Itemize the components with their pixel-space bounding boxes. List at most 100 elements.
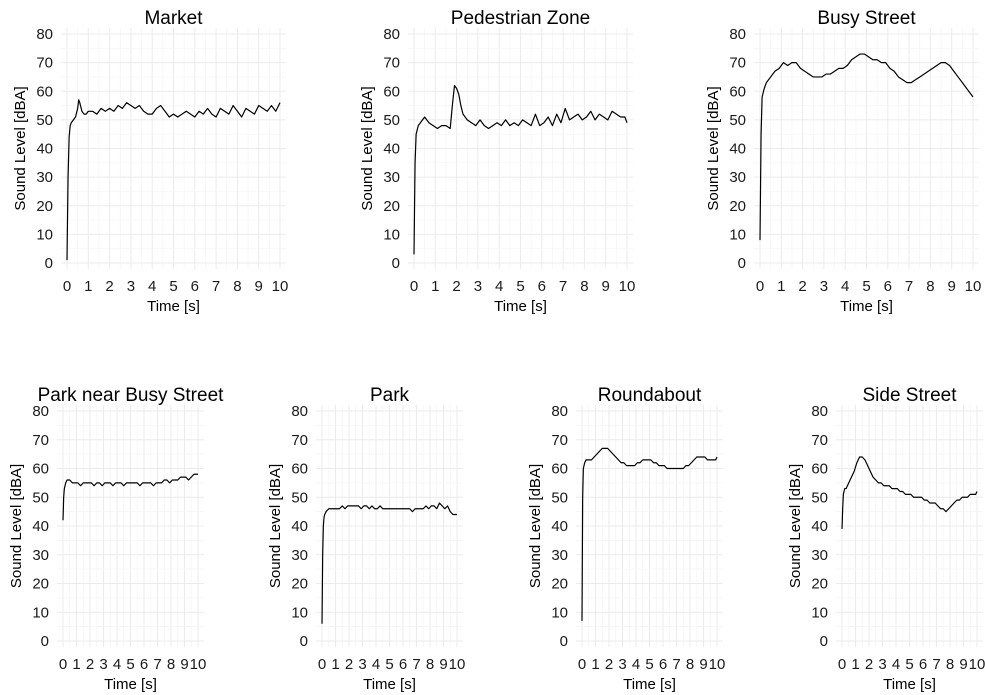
y-tick-label: 70 bbox=[32, 432, 49, 449]
x-tick-label: 10 bbox=[965, 278, 982, 295]
x-tick-label: 0 bbox=[59, 656, 67, 673]
chart-title: Roundabout bbox=[598, 385, 702, 406]
x-tick-label: 0 bbox=[756, 278, 764, 295]
x-tick-label: 5 bbox=[862, 278, 870, 295]
x-axis-label: Time [s] bbox=[883, 676, 936, 693]
x-tick-label: 6 bbox=[884, 278, 892, 295]
x-tick-label: 1 bbox=[72, 656, 80, 673]
y-tick-label: 20 bbox=[811, 576, 828, 593]
y-tick-label: 40 bbox=[36, 141, 53, 158]
y-tick-label: 20 bbox=[32, 576, 49, 593]
y-tick-label: 40 bbox=[811, 518, 828, 535]
chart-title: Busy Street bbox=[817, 8, 916, 29]
x-tick-label: 0 bbox=[410, 278, 418, 295]
y-axis-label: Sound Level [dBA] bbox=[267, 464, 284, 588]
series-line-0 bbox=[66, 99, 281, 261]
y-tick-label: 50 bbox=[32, 489, 49, 506]
y-tick-label: 10 bbox=[32, 604, 49, 621]
y-tick-label: 70 bbox=[383, 55, 400, 72]
chart-title: Pedestrian Zone bbox=[451, 8, 590, 29]
y-tick-label: 80 bbox=[551, 403, 568, 420]
x-tick-label: 8 bbox=[167, 656, 175, 673]
gridlines bbox=[316, 405, 463, 647]
x-tick-label: 5 bbox=[645, 656, 653, 673]
x-tick-label: 4 bbox=[495, 278, 503, 295]
x-tick-label: 7 bbox=[153, 656, 161, 673]
x-tick-label: 4 bbox=[632, 656, 640, 673]
x-tick-label: 3 bbox=[127, 278, 135, 295]
x-tick-label: 7 bbox=[212, 278, 220, 295]
x-tick-label: 4 bbox=[372, 656, 380, 673]
x-tick-label: 3 bbox=[618, 656, 626, 673]
x-tick-label: 9 bbox=[948, 278, 956, 295]
x-axis-label: Time [s] bbox=[104, 676, 157, 693]
x-tick-label: 4 bbox=[113, 656, 121, 673]
y-axis-label: Sound Level [dBA] bbox=[8, 464, 25, 588]
y-axis-label: Sound Level [dBA] bbox=[787, 464, 804, 588]
y-tick-label: 20 bbox=[291, 576, 308, 593]
y-tick-label: 50 bbox=[551, 489, 568, 506]
y-tick-label: 60 bbox=[551, 461, 568, 478]
x-tick-label: 3 bbox=[99, 656, 107, 673]
y-tick-label: 70 bbox=[551, 432, 568, 449]
y-tick-label: 10 bbox=[811, 604, 828, 621]
x-tick-label: 9 bbox=[699, 656, 707, 673]
x-tick-label: 7 bbox=[932, 656, 940, 673]
x-axis-label: Time [s] bbox=[147, 298, 200, 315]
x-tick-label: 5 bbox=[516, 278, 524, 295]
y-tick-label: 50 bbox=[36, 112, 53, 129]
x-tick-label: 4 bbox=[148, 278, 156, 295]
y-tick-label: 70 bbox=[36, 55, 53, 72]
gridlines bbox=[408, 28, 633, 269]
x-tick-label: 9 bbox=[959, 656, 967, 673]
x-tick-label: 7 bbox=[672, 656, 680, 673]
x-tick-label: 9 bbox=[602, 278, 610, 295]
x-tick-label: 3 bbox=[358, 656, 366, 673]
x-tick-label: 3 bbox=[820, 278, 828, 295]
x-tick-label: 0 bbox=[63, 278, 71, 295]
y-tick-label: 10 bbox=[383, 226, 400, 243]
y-tick-label: 70 bbox=[729, 55, 746, 72]
y-tick-label: 60 bbox=[383, 83, 400, 100]
x-tick-label: 0 bbox=[578, 656, 586, 673]
x-tick-label: 6 bbox=[399, 656, 407, 673]
x-tick-label: 6 bbox=[191, 278, 199, 295]
series-line-0 bbox=[62, 473, 198, 521]
y-tick-label: 80 bbox=[729, 26, 746, 43]
x-tick-label: 2 bbox=[452, 278, 460, 295]
x-tick-label: 0 bbox=[318, 656, 326, 673]
gridlines bbox=[754, 28, 979, 269]
x-tick-label: 7 bbox=[905, 278, 913, 295]
x-tick-label: 6 bbox=[659, 656, 667, 673]
y-tick-label: 70 bbox=[811, 432, 828, 449]
x-tick-label: 0 bbox=[838, 656, 846, 673]
chart-title: Market bbox=[144, 8, 203, 29]
y-tick-label: 60 bbox=[32, 461, 49, 478]
chart-title: Park near Busy Street bbox=[38, 385, 225, 406]
y-tick-label: 30 bbox=[811, 547, 828, 564]
x-tick-label: 5 bbox=[169, 278, 177, 295]
y-tick-label: 10 bbox=[729, 226, 746, 243]
chart-title: Park bbox=[370, 385, 410, 406]
x-tick-label: 10 bbox=[190, 656, 207, 673]
x-tick-label: 6 bbox=[538, 278, 546, 295]
gridlines bbox=[576, 405, 723, 647]
series-line-0 bbox=[581, 447, 718, 621]
series-line-0 bbox=[841, 456, 978, 529]
x-tick-label: 5 bbox=[385, 656, 393, 673]
y-tick-label: 40 bbox=[291, 518, 308, 535]
x-tick-label: 10 bbox=[272, 278, 289, 295]
y-tick-label: 50 bbox=[811, 489, 828, 506]
y-tick-label: 50 bbox=[729, 112, 746, 129]
x-tick-label: 3 bbox=[878, 656, 886, 673]
y-tick-label: 80 bbox=[32, 403, 49, 420]
x-tick-label: 5 bbox=[126, 656, 134, 673]
x-tick-label: 10 bbox=[969, 656, 985, 673]
x-tick-label: 8 bbox=[233, 278, 241, 295]
